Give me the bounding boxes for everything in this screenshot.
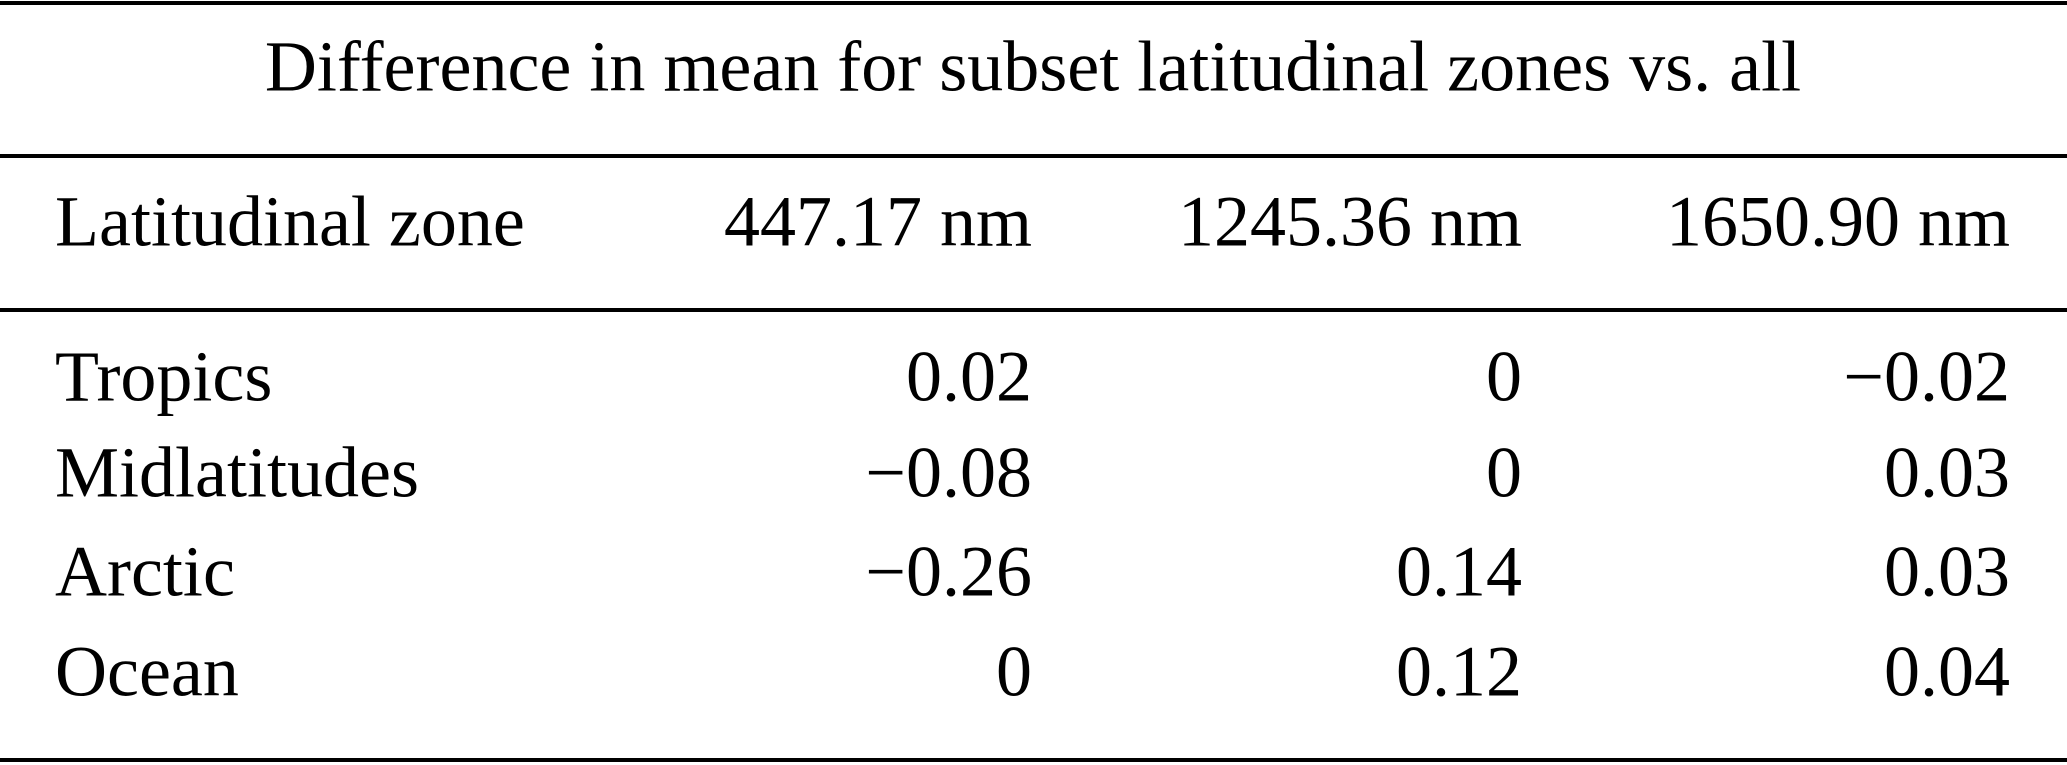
row-label: Ocean [55, 632, 239, 712]
cell: −0.08 [865, 433, 1032, 513]
cell: 0.14 [1396, 532, 1522, 612]
cell: 0.03 [1884, 433, 2010, 513]
cell: 0 [1486, 337, 1522, 417]
cell: 0.03 [1884, 532, 2010, 612]
cell: 0.02 [906, 337, 1032, 417]
row-label: Midlatitudes [55, 433, 419, 513]
cell: −0.02 [1843, 337, 2010, 417]
row-label: Arctic [55, 532, 235, 612]
cell: 0.04 [1884, 632, 2010, 712]
header-cell: 1245.36 nm [1178, 182, 1522, 262]
row-label: Tropics [55, 337, 272, 417]
cell: 0 [1486, 433, 1522, 513]
header-cell: 1650.90 nm [1666, 182, 2010, 262]
cell: −0.26 [865, 532, 1032, 612]
header-cell: 447.17 nm [724, 182, 1032, 262]
cell: 0 [996, 632, 1032, 712]
cells: Latitudinal zone 447.17 nm 1245.36 nm 1650.… [55, 182, 2010, 712]
cell: 0.12 [1396, 632, 1522, 712]
header-cell: Latitudinal zone [55, 182, 525, 262]
table-title: Difference in mean for subset latitudina… [265, 27, 1801, 107]
